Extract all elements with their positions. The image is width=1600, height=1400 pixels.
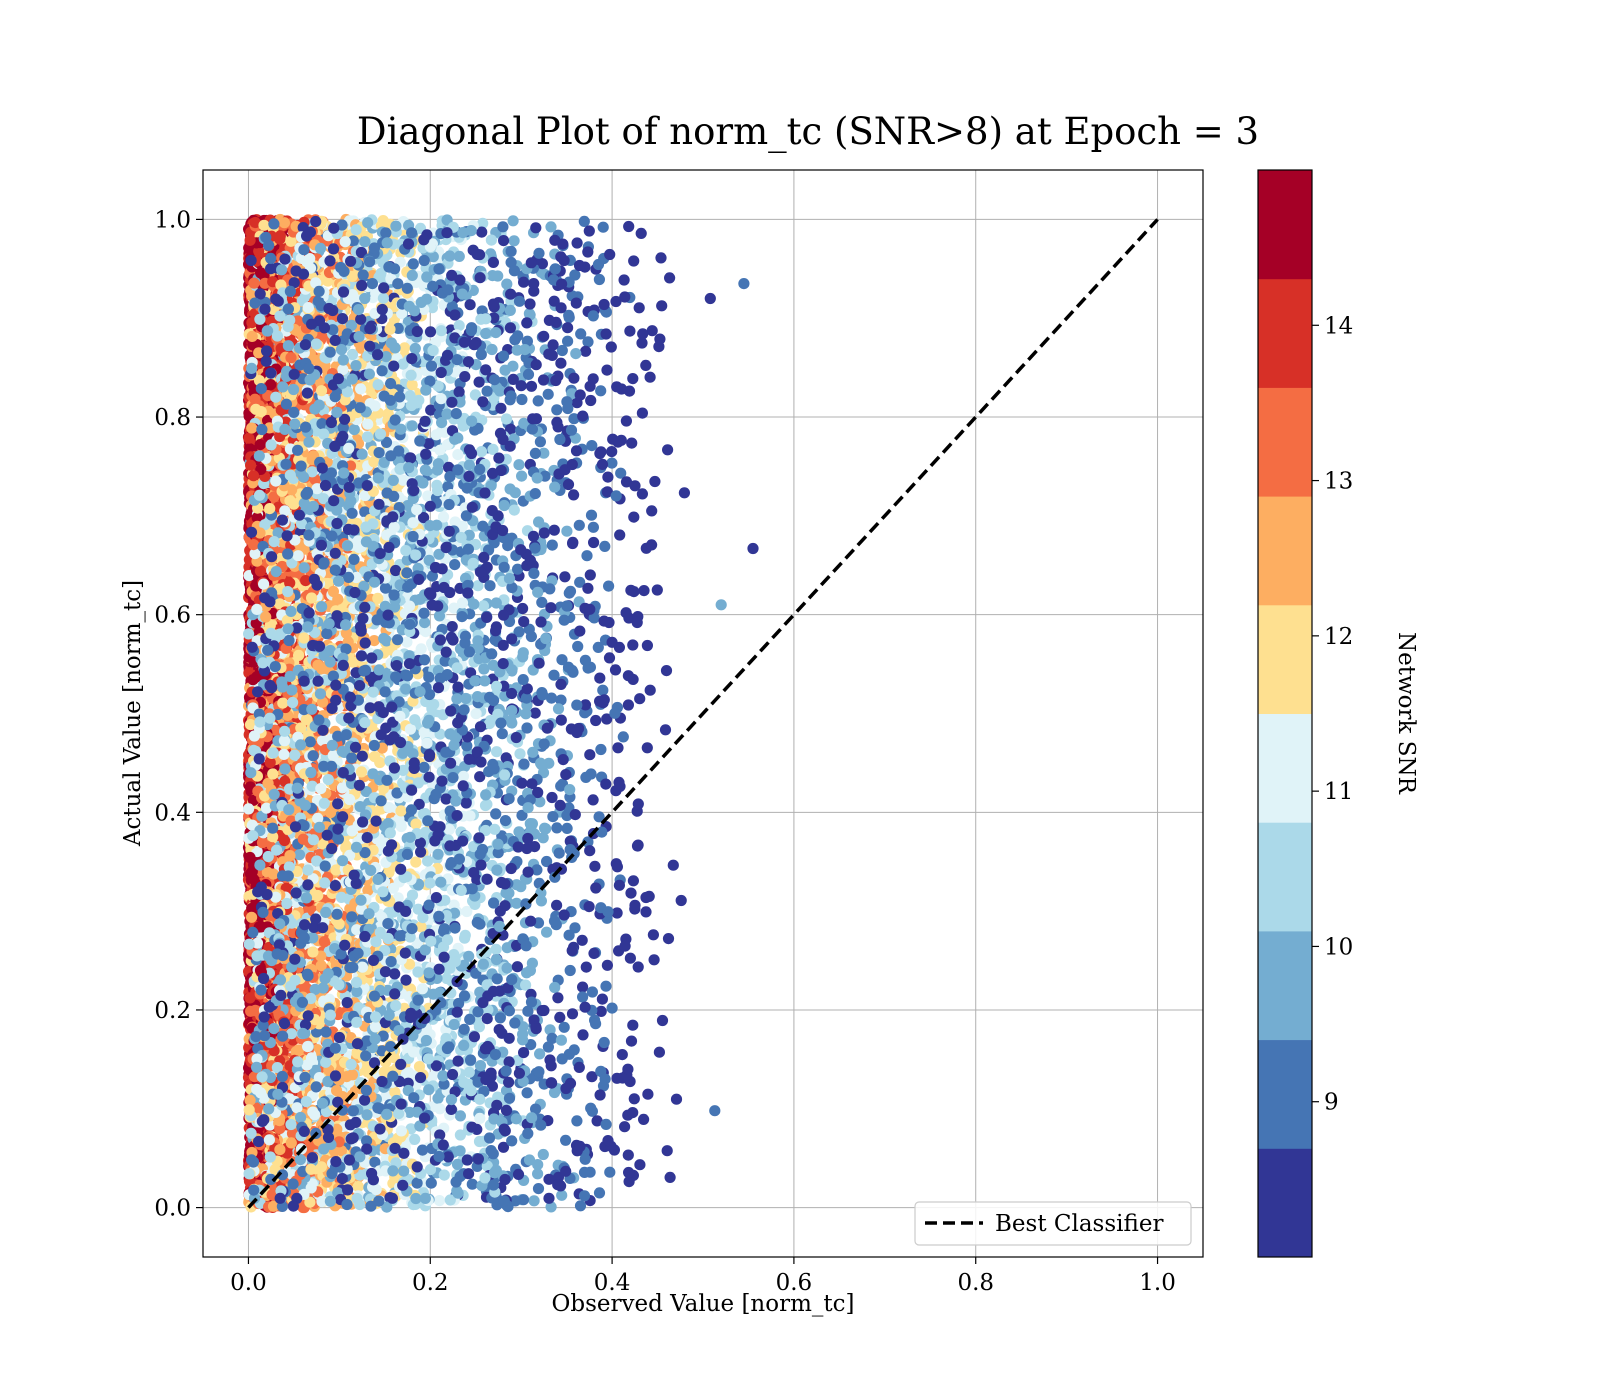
scatter-points	[242, 213, 759, 1214]
chart-title: Diagonal Plot of norm_tc (SNR>8) at Epoc…	[357, 110, 1259, 154]
